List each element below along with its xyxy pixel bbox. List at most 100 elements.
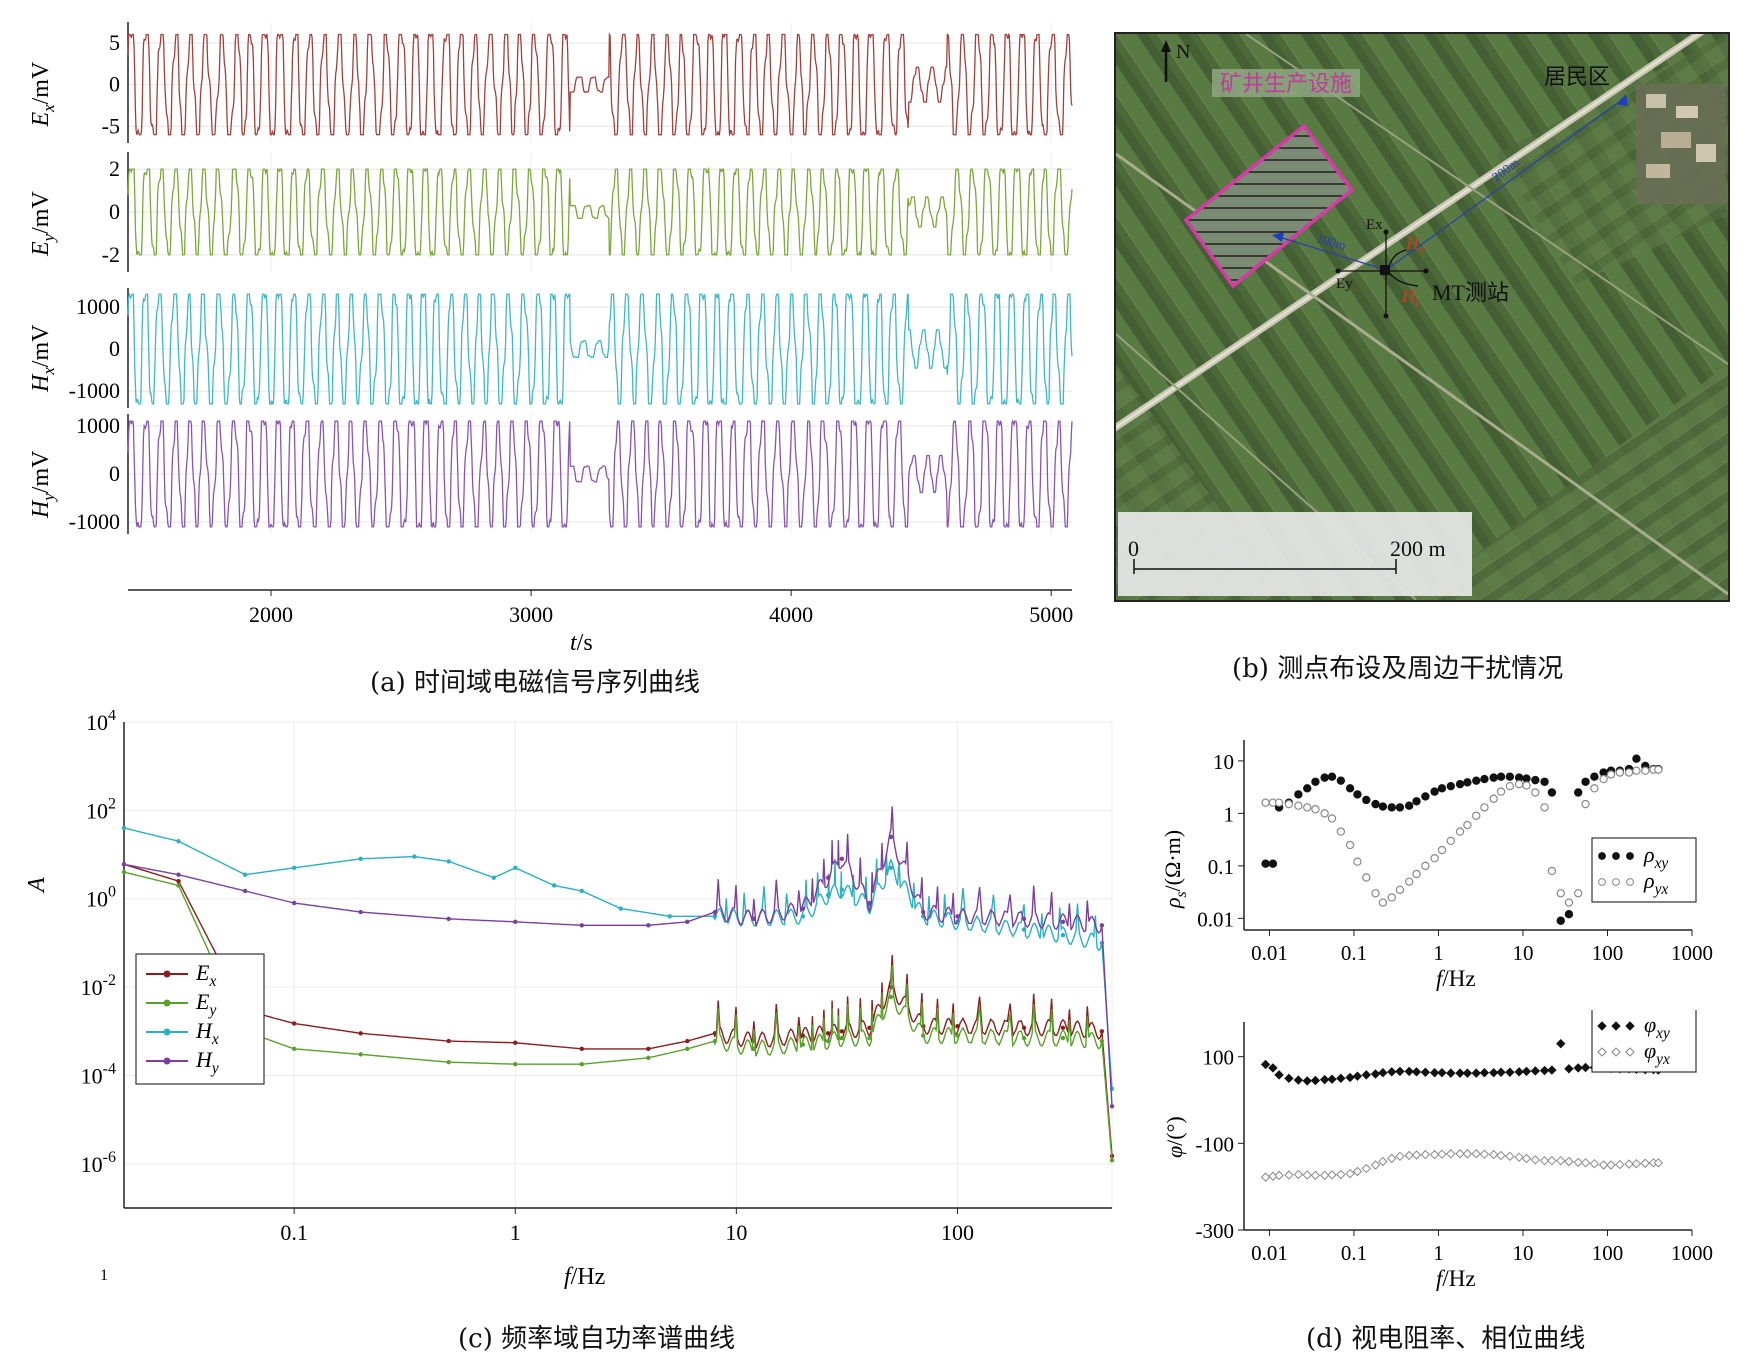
y-axis-label: A [24,877,50,894]
data-point [1496,1067,1506,1077]
data-point [1471,1068,1481,1078]
data-point [867,900,872,906]
y-tick-label: 10-2 [81,972,116,1000]
data-point [646,923,651,928]
data-point [1303,784,1312,793]
data-point [1580,1158,1591,1168]
data-point [1311,777,1320,786]
data-point [1371,889,1380,898]
data-point [685,1046,690,1052]
data-point [176,839,181,844]
data-point [955,1024,960,1029]
data-point [1387,893,1396,902]
data-point [1429,1067,1440,1078]
data-point [1294,801,1303,810]
data-point [1624,1159,1634,1169]
facility-arrow-icon [1272,232,1284,242]
data-point [1311,805,1320,814]
legend-marker [163,970,171,978]
data-point [1099,1029,1105,1034]
legend-label: Hx [195,1018,219,1048]
y-tick-label: 2 [109,156,120,181]
data-point [291,865,297,871]
x-tick-label: 10 [1512,941,1533,965]
y-tick-label: 0 [109,461,120,486]
data-point [1109,1104,1115,1109]
data-point [1514,1152,1524,1162]
legend-label: ρxy [1643,842,1668,872]
data-point [513,919,518,925]
data-point [1437,1067,1447,1078]
data-point [1522,774,1531,783]
data-point [579,1046,585,1052]
data-point [1404,801,1414,810]
legend-marker [1612,878,1620,886]
legend-marker [163,999,171,1007]
data-point [1505,781,1515,791]
data-point [839,887,845,892]
x-tick-label: 1 [510,1220,521,1245]
stray-label: 1 [100,1267,108,1284]
x-tick-label: 100 [1592,1241,1624,1265]
data-point [867,1035,872,1041]
data-point [1319,1074,1330,1085]
mine-facility-area [1183,123,1355,289]
data-point [1284,1170,1294,1180]
data-point [513,1040,518,1045]
y-tick-label: 104 [86,710,116,735]
data-point [618,906,623,911]
data-point [1564,1064,1574,1074]
data-point [121,862,127,867]
x-axis-label: t/s [570,630,593,656]
data-point [1580,1062,1591,1073]
x-tick-label: 0.1 [280,1220,308,1245]
data-point [1261,798,1270,807]
data-point [1589,1158,1600,1169]
data-point [446,859,451,864]
x-tick-label: 2000 [249,602,293,627]
data-point [1514,779,1524,789]
y-tick-label: 5 [109,30,120,55]
legend-marker [1611,1021,1621,1031]
data-point [1268,1063,1278,1073]
data-point [800,914,806,919]
data-point [1640,1158,1650,1168]
hx-label: Hx [1405,233,1425,256]
data-point [1370,1160,1381,1170]
y-tick-label: 0 [109,72,120,97]
data-point [1488,1067,1499,1078]
data-point [1632,766,1641,775]
data-point [1021,1035,1027,1041]
data-point [358,1031,363,1036]
y-axis-label: φ/(°) [1162,1116,1187,1158]
y-tick-label: 0 [109,199,120,224]
data-point [1599,774,1608,784]
legend-marker [1626,878,1634,886]
data-point [1547,788,1557,797]
site-map: 矿井生产设施 N 居民区 200m 100m Ex Ey Hx Hy MT测站 [1116,34,1728,600]
y-tick-label: 102 [86,795,116,823]
data-point [1411,1150,1422,1160]
data-point [1421,861,1430,871]
data-point [1615,768,1625,777]
data-point [1653,1158,1664,1168]
legend-marker [1598,878,1606,886]
data-point [1564,909,1574,919]
legend-label: φyx [1644,1038,1670,1068]
y-tick-label: -1000 [69,378,120,403]
data-point [1430,787,1439,796]
data-point [1631,1158,1642,1169]
data-point [1573,1063,1583,1073]
scale-start: 0 [1128,536,1139,561]
data-point [1099,1038,1105,1044]
data-point [1327,1170,1337,1180]
trace-Ey [127,166,1073,258]
data-point [1353,790,1362,799]
x-axis-label: f/Hz [1436,1266,1476,1291]
data-point [1539,1065,1550,1076]
data-point [1641,766,1650,775]
data-point [1336,1073,1346,1084]
